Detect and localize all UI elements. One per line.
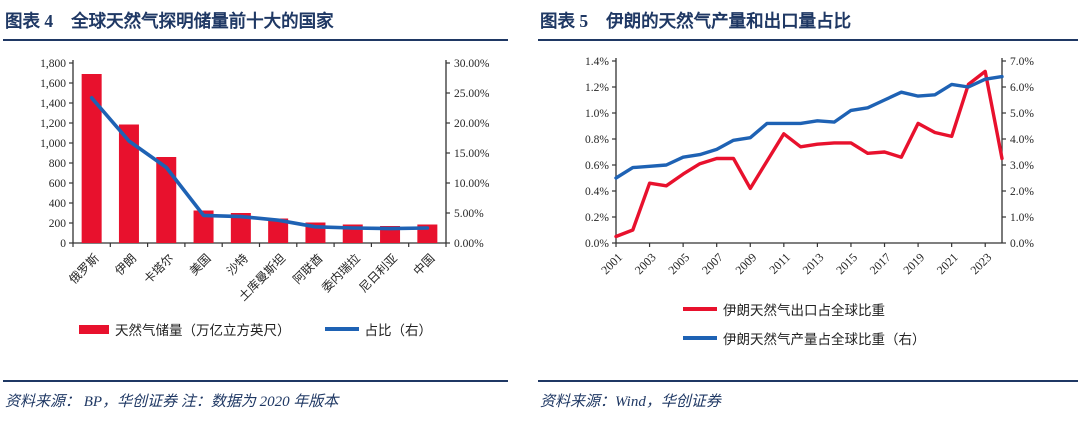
right-axis-tick-label: 0.0% [1010,238,1034,250]
right-axis-tick-label: 7.0% [1010,56,1034,68]
right-axis-tick-label: 10.00% [454,178,490,190]
x-axis-tick-label: 卡塔尔 [140,251,176,287]
left-axis-tick-label: 0.6% [585,160,609,172]
left-axis-tick-label: 1.0% [585,108,609,120]
left-axis-tick-label: 400 [49,198,67,210]
figure-5: 图表 5 伊朗的天然气产量和出口量占比 0.0% 0.2% 0.4% 0.6% 0.8%… [538,0,1078,421]
figure-5-source: 资料来源：Wind，华创证券 [540,394,721,410]
x-axis-tick-label: 2023 [967,250,994,277]
line-swatch [324,327,359,331]
figure-5-chart-area: 0.0% 0.2% 0.4% 0.6% 0.8% 1.0% 1.2% 1.4% 0.0% 1.0%… [538,41,1078,348]
right-axis-tick-label: 5.0% [1010,108,1034,120]
x-axis-tick-label: 2019 [900,250,927,277]
figure-4-chart-area: 0 200 400 600 800 1,000 1,200 1,400 1,600 1,800 0.… [3,41,508,339]
x-axis-tick-label: 2001 [598,250,625,277]
left-axis-tick-label: 1,600 [40,78,66,90]
reserves-combo-chart: 0 200 400 600 800 1,000 1,200 1,400 1,600 1,800 0.… [40,58,490,304]
figure-4-source-block: 资料来源： BP，华创证券 注：数据为 2020 年版本 [3,380,508,421]
reserve-bar [193,210,214,243]
figure-4-source-rule [3,380,508,382]
right-axis-tick-label: 3.0% [1010,160,1034,172]
right-axis-tick-label: 30.00% [454,58,490,70]
x-axis-tick-label: 2011 [766,250,793,277]
left-axis-tick-label: 0.0% [585,238,609,250]
left-axis-tick-label: 0 [60,238,66,250]
reserve-bar [230,213,251,243]
x-axis-tick-label: 2015 [833,250,860,277]
legend-label: 伊朗天然气产量占全球比重（右） [723,332,926,347]
x-axis-tick-label: 委内瑞拉 [318,251,363,296]
right-axis-tick-label: 15.00% [454,148,490,160]
figure-4-label: 图表 4 [5,11,54,31]
figure-4-title: 图表 4 全球天然气探明储量前十大的国家 [3,0,508,39]
x-axis-tick-label: 2009 [733,250,760,277]
legend-label: 占比（右） [364,323,433,338]
legend-item-export: 伊朗天然气出口占全球比重 [683,299,885,319]
x-axis-tick-label: 阿联酋 [289,251,325,287]
left-axis-tick-label: 1,800 [40,58,66,70]
legend-item-production: 伊朗天然气产量占全球比重（右） [683,328,926,348]
production-share-line [614,74,1004,180]
x-axis-tick-label: 2007 [699,250,726,277]
iran-gas-line-chart: 0.0% 0.2% 0.4% 0.6% 0.8% 1.0% 1.2% 1.4% 0.0% 1.0%… [585,56,1034,277]
right-axis-tick-label: 1.0% [1010,212,1034,224]
left-axis-tick-label: 1,400 [40,98,66,110]
right-axis-tick-label: 6.0% [1010,82,1034,94]
export-share-line [614,69,1004,239]
left-axis-tick-label: 0.2% [585,212,609,224]
right-axis-tick-label: 4.0% [1010,134,1034,146]
right-axis-tick-label: 25.00% [454,88,490,100]
share-line [89,95,430,231]
right-axis-tick-label: 5.00% [454,208,484,220]
left-axis-tick-label: 200 [49,218,67,230]
legend-item-reserves: 天然气储量（万亿立方英尺） [79,319,291,339]
reserve-bar [156,157,177,243]
figure-4-title-text: 全球天然气探明储量前十大的国家 [71,11,334,31]
figure-4-source: 资料来源： BP，华创证券 注：数据为 2020 年版本 [5,394,339,410]
reserve-bar [81,74,102,243]
reserve-bar [118,124,139,243]
figure-5-source-rule [538,380,1078,382]
left-axis-tick-label: 1.4% [585,56,609,68]
left-axis-tick-label: 0.8% [585,134,609,146]
x-axis-tick-label: 2021 [934,250,961,277]
x-axis-tick-label: 2017 [867,250,894,277]
figure-4: 图表 4 全球天然气探明储量前十大的国家 0 200 400 600 800 1,000 1… [3,0,508,421]
left-axis-tick-label: 1,000 [40,138,66,150]
x-axis-tick-label: 2005 [665,250,692,277]
line-swatch [683,336,717,340]
x-axis-tick-label: 中国 [410,251,438,279]
x-axis-tick-label: 美国 [187,251,214,278]
x-axis-tick-label: 俄罗斯 [66,251,101,286]
left-axis-tick-label: 1.2% [585,82,609,94]
x-axis-tick-label: 2003 [632,250,659,277]
left-axis-tick-label: 600 [49,178,67,190]
left-axis-tick-label: 0.4% [585,186,609,198]
figure-5-source-block: 资料来源：Wind，华创证券 [538,380,1078,421]
figure-5-title-rule [538,39,1078,41]
x-axis-tick-label: 伊朗 [112,251,139,278]
legend-label: 天然气储量（万亿立方英尺） [115,323,291,338]
figure-5-title-text: 伊朗的天然气产量和出口量占比 [606,11,852,31]
reserve-bar [268,218,289,243]
x-axis-tick-label: 尼日利亚 [356,251,400,295]
legend-item-share: 占比（右） [324,319,433,339]
figure-5-label: 图表 5 [540,11,589,31]
figure-4-title-rule [3,39,508,41]
figure-5-legend: 伊朗天然气出口占全球比重伊朗天然气产量占全球比重（右） [538,299,1078,348]
legend-label: 伊朗天然气出口占全球比重 [723,303,885,318]
x-axis-tick-label: 2013 [800,250,827,277]
right-axis-tick-label: 2.0% [1010,186,1034,198]
x-axis-tick-label: 沙特 [223,251,251,279]
figure-4-legend: 天然气储量（万亿立方英尺） 占比（右） [3,319,508,339]
line-swatch [683,307,717,311]
left-axis-tick-label: 800 [49,158,67,170]
left-axis-tick-label: 1,200 [40,118,66,130]
bar-swatch [79,324,109,334]
right-axis-tick-label: 20.00% [454,118,490,130]
figure-5-title: 图表 5 伊朗的天然气产量和出口量占比 [538,0,1078,39]
right-axis-tick-label: 0.00% [454,238,484,250]
